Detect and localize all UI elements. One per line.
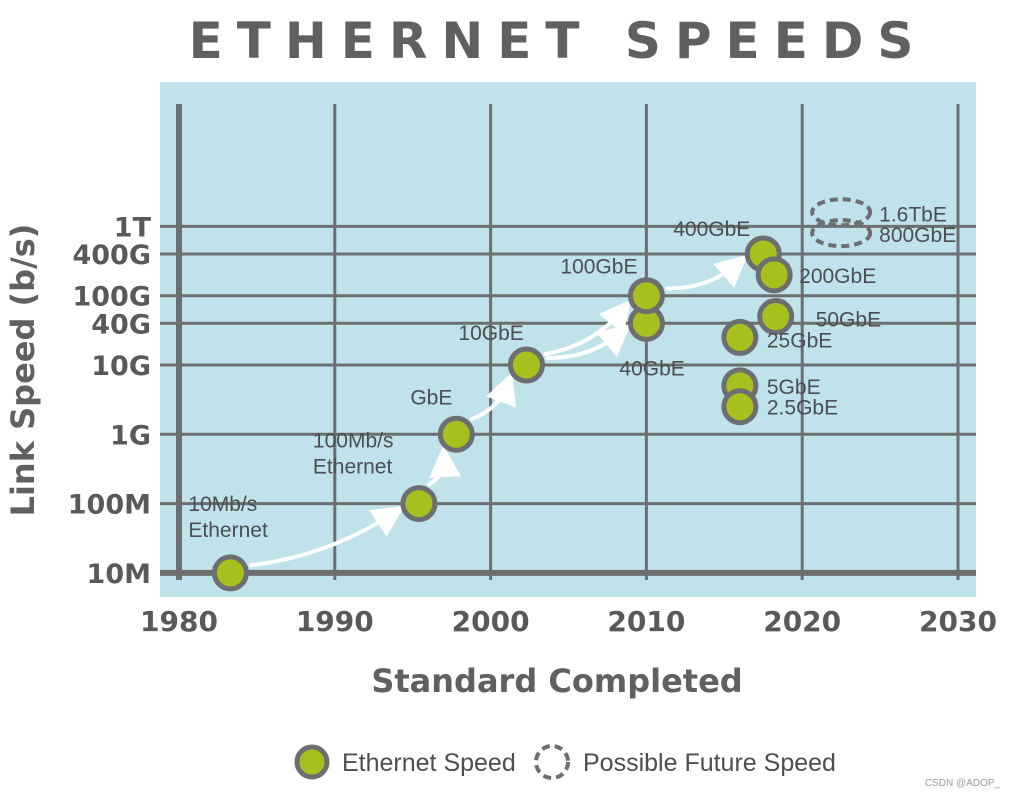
data-points: 10Mb/s Ethernet 100Mb/s Ethernet GbE 10GbE 40G… bbox=[188, 197, 956, 592]
y-tick-100g: 100G bbox=[72, 282, 151, 313]
label-1-6tbe: 1.6TbE bbox=[879, 203, 947, 226]
x-axis-label: Standard Completed bbox=[371, 662, 742, 700]
legend-marker-ethernet-speed bbox=[294, 744, 330, 780]
plot-area bbox=[160, 82, 976, 597]
label-2-5gbe: 2.5GbE bbox=[767, 397, 838, 420]
point-50gbe bbox=[757, 298, 795, 336]
label-100gbe: 100GbE bbox=[560, 256, 637, 279]
label-40gbe: 40GbE bbox=[619, 357, 684, 380]
arrow-10mb-s-ethernet-to-100mb-s-ethernet bbox=[249, 505, 405, 568]
x-tick-2030: 2030 bbox=[919, 605, 997, 638]
x-tick-1980: 1980 bbox=[140, 605, 218, 638]
point-100gbe bbox=[627, 277, 665, 315]
point-gbe bbox=[437, 415, 475, 453]
y-axis-label: Link Speed (b/s) bbox=[4, 224, 42, 517]
label-800gbe: 800GbE bbox=[879, 224, 956, 247]
x-tick-labels: 1980 1990 2000 2010 2020 2030 bbox=[140, 605, 997, 638]
legend-label-possible-future-speed: Possible Future Speed bbox=[583, 749, 836, 777]
point-25gbe bbox=[721, 318, 759, 356]
future-point-800gbe bbox=[810, 218, 873, 249]
arrow-100gbe-to-400gbe bbox=[665, 254, 748, 291]
x-tick-1990: 1990 bbox=[296, 605, 374, 638]
label-5gbe: 5GbE bbox=[767, 376, 821, 399]
progression-arrows bbox=[249, 254, 748, 568]
x-tick-2000: 2000 bbox=[452, 605, 530, 638]
point-10gbe bbox=[507, 346, 545, 384]
label-10gbe: 10GbE bbox=[458, 322, 523, 345]
future-point-1-6tbe bbox=[810, 197, 873, 228]
point-100mb-s-ethernet bbox=[400, 485, 438, 523]
chart-title: ETHERNET SPEEDS bbox=[189, 12, 928, 70]
point-200gbe bbox=[755, 256, 793, 294]
point-2-5gbe bbox=[721, 388, 759, 426]
grid bbox=[160, 104, 976, 580]
arrow-10gbe-to-40gbe bbox=[545, 324, 632, 360]
label-100mb-s-ethernet: 100Mb/s Ethernet bbox=[313, 430, 394, 479]
y-tick-1t: 1T bbox=[114, 212, 152, 243]
label-gbe: GbE bbox=[410, 386, 452, 409]
y-tick-10g: 10G bbox=[91, 351, 151, 382]
x-tick-2010: 2010 bbox=[607, 605, 685, 638]
y-tick-400g: 400G bbox=[72, 240, 151, 271]
legend-marker-possible-future-speed bbox=[534, 744, 570, 780]
legend-label-ethernet-speed: Ethernet Speed bbox=[342, 749, 516, 777]
arrow-10gbe-to-100gbe bbox=[543, 299, 632, 356]
y-tick-10m: 10M bbox=[87, 559, 151, 590]
arrow-gbe-to-10gbe bbox=[469, 372, 517, 421]
point-10mb-s-ethernet bbox=[211, 554, 249, 592]
x-tick-2020: 2020 bbox=[763, 605, 841, 638]
label-200gbe: 200GbE bbox=[799, 265, 876, 288]
y-tick-100m: 100M bbox=[68, 490, 151, 521]
legend: Ethernet Speed Possible Future Speed bbox=[294, 744, 836, 780]
label-10mb-s-ethernet: 10Mb/s Ethernet bbox=[188, 493, 268, 542]
label-400gbe: 400GbE bbox=[673, 218, 750, 241]
label-25gbe: 25GbE bbox=[767, 329, 832, 352]
arrow-100mb-s-ethernet-to-gbe bbox=[427, 445, 462, 487]
label-50gbe: 50GbE bbox=[816, 309, 881, 332]
watermark: CSDN @ADOP_ bbox=[925, 778, 1001, 789]
y-tick-1g: 1G bbox=[110, 420, 151, 451]
y-tick-40g: 40G bbox=[91, 309, 151, 340]
